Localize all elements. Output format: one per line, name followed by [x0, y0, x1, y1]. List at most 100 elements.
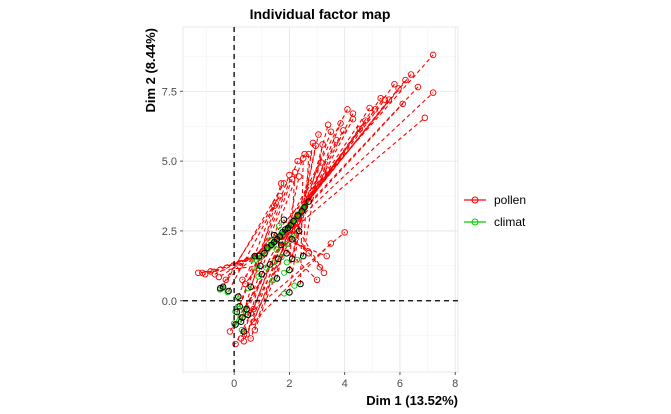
climat-line	[238, 320, 242, 323]
pollen-point	[240, 338, 248, 345]
individual-point	[275, 255, 282, 263]
individual-point	[294, 212, 301, 219]
individual-point	[247, 283, 255, 291]
individual-point	[286, 289, 293, 296]
individual-point	[288, 236, 296, 243]
pollen-line	[291, 238, 310, 254]
legend-label-climat: climat	[494, 215, 526, 229]
pollen-line	[228, 202, 277, 292]
individual-point	[244, 311, 252, 319]
pollen-line	[250, 179, 293, 287]
climat-point	[275, 222, 283, 230]
pollen-line	[198, 265, 261, 274]
individual-point	[305, 198, 313, 205]
x-tick-label: 8	[452, 378, 458, 390]
pollen-line	[291, 134, 319, 259]
pollen-point	[333, 136, 340, 144]
y-axis-title: Dim 2 (8.44%)	[143, 28, 158, 113]
climat-line	[273, 258, 279, 263]
pollen-line	[240, 229, 286, 339]
climat-point	[288, 219, 295, 226]
climat-line	[284, 291, 290, 295]
pollen-line	[287, 99, 386, 229]
pollen-point	[317, 159, 325, 166]
individual-point	[295, 227, 303, 235]
pollen-point	[201, 270, 209, 278]
individual-point	[217, 284, 224, 292]
climat-line	[263, 247, 268, 253]
pollen-line	[286, 123, 342, 254]
axis-ticks: 0 2 4 6 8 0.0 2.5 5.0 7.5	[162, 86, 459, 390]
pollen-point	[277, 180, 285, 187]
pollen-point	[276, 192, 283, 200]
pollen-point	[324, 121, 332, 129]
individual-point	[258, 270, 266, 278]
pollen-point	[337, 120, 344, 127]
pollen-point	[270, 202, 278, 210]
individual-point	[270, 231, 278, 239]
individual-point	[239, 314, 246, 321]
pollen-point	[301, 150, 308, 158]
pollen-point	[349, 110, 357, 117]
pollen-line	[240, 162, 322, 322]
pollen-point	[241, 280, 249, 288]
pollen-point	[305, 150, 313, 158]
pollen-line	[304, 128, 361, 208]
pollen-point	[327, 240, 335, 247]
climat-point	[278, 254, 285, 261]
pollen-line	[254, 215, 299, 331]
individual-point	[232, 321, 239, 328]
climat-line	[272, 277, 278, 282]
pollen-point	[323, 166, 330, 173]
pollen-point	[362, 117, 369, 124]
climat-point	[290, 233, 297, 240]
individual-point	[257, 262, 264, 270]
individual-point	[240, 328, 248, 335]
pollen-line	[277, 113, 354, 260]
pollen-point	[402, 76, 409, 84]
legend-marker-climat	[471, 218, 479, 226]
individual-point	[297, 280, 304, 288]
pollen-point	[316, 263, 324, 271]
climat-line	[258, 273, 263, 278]
pollen-point	[294, 157, 301, 165]
pollen-line	[219, 195, 281, 289]
climat-point	[224, 289, 231, 296]
data-points	[194, 51, 437, 348]
x-tick-label: 4	[342, 378, 348, 390]
climat-point	[238, 326, 245, 333]
pollen-point	[280, 180, 288, 187]
legend-item-pollen: pollen	[464, 193, 526, 207]
pollen-point	[414, 83, 422, 91]
pollen-point	[295, 173, 303, 180]
individual-point	[261, 249, 268, 257]
individual-point	[255, 252, 263, 260]
individual-point	[225, 287, 232, 295]
pollen-line	[288, 142, 314, 293]
individual-point	[234, 293, 242, 300]
y-tick-label: 7.5	[162, 86, 177, 98]
pollen-point	[215, 273, 223, 281]
pollen-point	[320, 269, 328, 277]
individual-point	[273, 275, 281, 282]
individual-point	[266, 261, 274, 268]
individual-point	[301, 203, 308, 211]
legend-label-pollen: pollen	[494, 193, 526, 207]
legend-marker-pollen	[471, 196, 479, 204]
chart-title: Individual factor map	[250, 6, 391, 22]
pollen-point	[407, 71, 415, 78]
pollen-point	[299, 155, 307, 162]
y-tick-label: 0.0	[162, 296, 177, 308]
pollen-point	[251, 326, 259, 334]
individual-point	[233, 308, 241, 316]
pollen-point	[421, 114, 429, 122]
pollen-point	[385, 96, 393, 103]
y-tick-label: 5.0	[162, 156, 177, 168]
pollen-point	[327, 128, 335, 136]
plot-panel	[182, 26, 459, 373]
x-axis-title: Dim 1 (13.52%)	[366, 393, 458, 408]
pollen-line	[308, 118, 354, 202]
individual-point	[236, 303, 243, 310]
pollen-line	[239, 160, 299, 307]
pollen-line	[229, 201, 310, 332]
